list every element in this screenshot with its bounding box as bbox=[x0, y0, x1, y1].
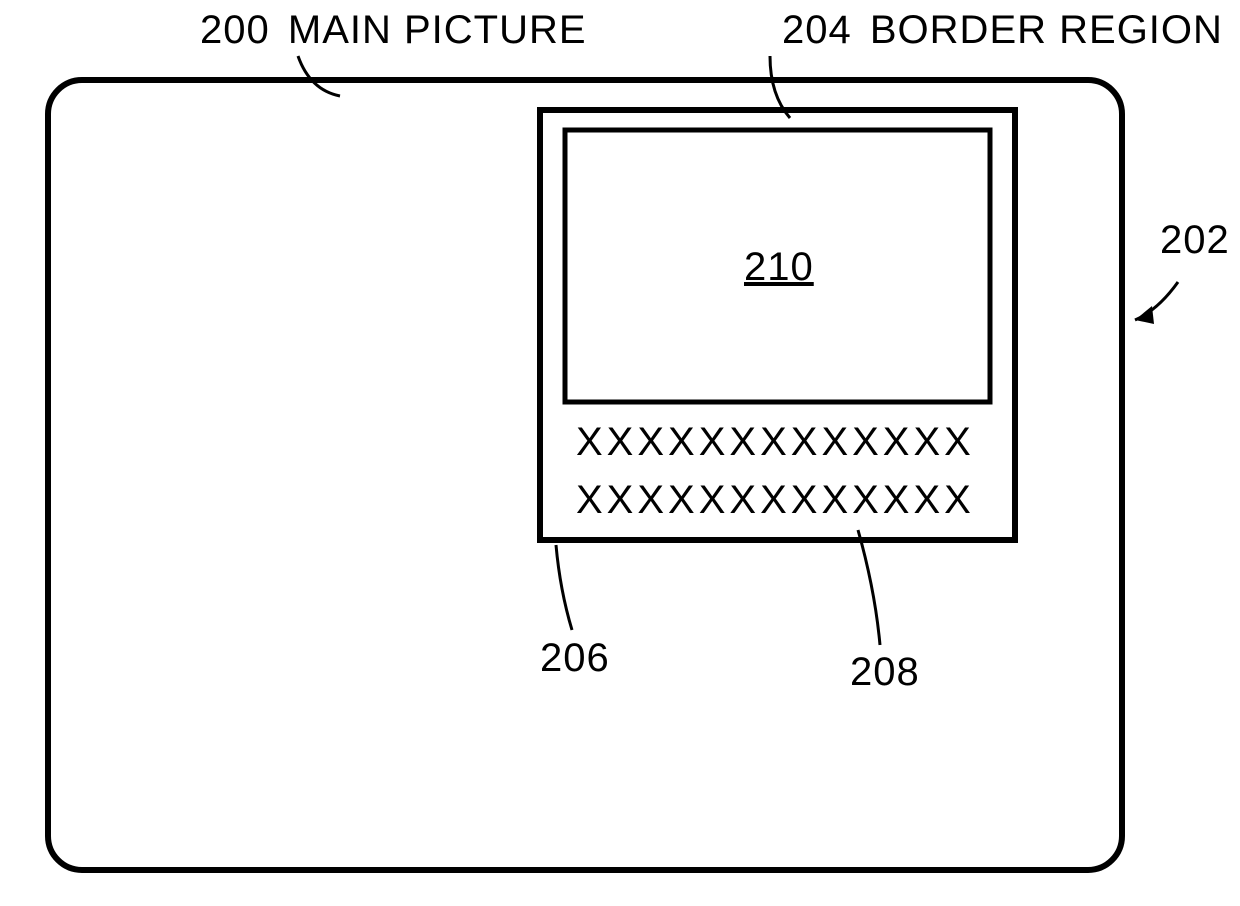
leader-206 bbox=[556, 545, 572, 630]
placeholder-row-1: XXXXXXXXXXXXX bbox=[576, 420, 975, 465]
label-206: 206 bbox=[540, 636, 610, 681]
leader-202-arrowhead bbox=[1135, 306, 1154, 324]
label-main-picture-text: MAIN PICTURE bbox=[288, 8, 587, 52]
label-border-region: 204 BORDER REGION bbox=[782, 8, 1223, 53]
placeholder-row-1-text: XXXXXXXXXXXXX bbox=[576, 420, 975, 464]
label-208: 208 bbox=[850, 650, 920, 695]
label-210-ref: 210 bbox=[744, 245, 814, 289]
pip-outer-border bbox=[540, 110, 1015, 540]
leader-208 bbox=[858, 530, 880, 645]
label-202: 202 bbox=[1160, 218, 1230, 263]
label-main-picture: 200 MAIN PICTURE bbox=[200, 8, 587, 53]
label-210: 210 bbox=[744, 245, 814, 290]
label-206-ref: 206 bbox=[540, 636, 610, 680]
label-202-ref: 202 bbox=[1160, 218, 1230, 262]
placeholder-row-2-text: XXXXXXXXXXXXX bbox=[576, 478, 975, 522]
label-main-picture-ref: 200 bbox=[200, 8, 270, 52]
label-border-region-text: BORDER REGION bbox=[870, 8, 1223, 52]
main-picture-frame bbox=[48, 80, 1122, 870]
label-208-ref: 208 bbox=[850, 650, 920, 694]
placeholder-row-2: XXXXXXXXXXXXX bbox=[576, 478, 975, 523]
label-border-region-ref: 204 bbox=[782, 8, 852, 52]
leader-200 bbox=[298, 56, 340, 96]
leader-202 bbox=[1135, 282, 1178, 320]
